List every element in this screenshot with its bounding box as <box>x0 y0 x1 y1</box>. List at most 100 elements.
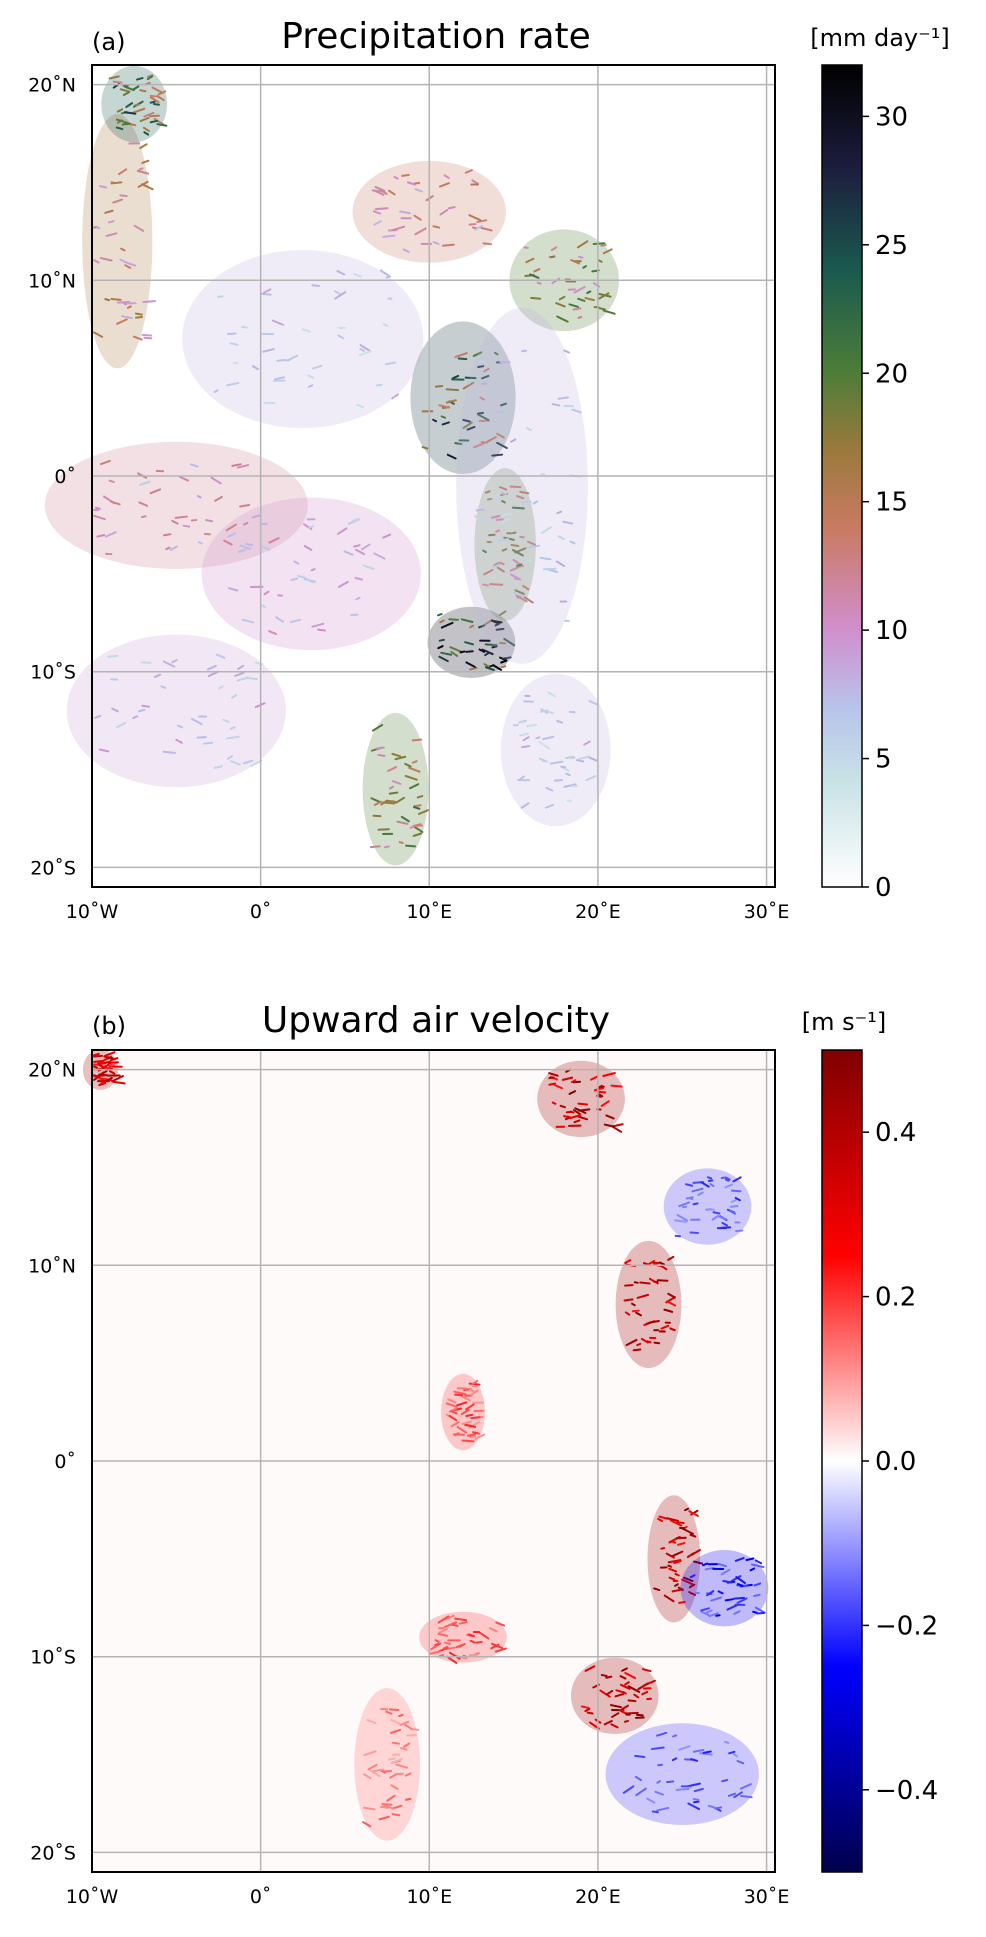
field-streak <box>563 349 571 354</box>
field-streak <box>631 1309 640 1313</box>
field-streak <box>521 349 528 353</box>
panel-label-a: (a) <box>92 28 125 56</box>
field-streak <box>462 418 471 423</box>
colorbar-tick-label: 0.4 <box>875 1118 916 1148</box>
field-streak <box>610 1723 619 1729</box>
field-streak <box>544 803 554 809</box>
colorbar-units-precipitation: [mm day⁻¹] <box>810 24 950 52</box>
field-streak <box>496 538 510 542</box>
field-streak <box>656 1806 670 1812</box>
field-streak <box>245 542 254 547</box>
field-streak <box>268 537 280 544</box>
field-streak <box>93 1074 101 1079</box>
field-streak <box>740 1795 753 1799</box>
field-streak <box>153 117 165 126</box>
field-streak <box>632 1348 642 1352</box>
field-streak <box>678 1745 691 1751</box>
colorbar-ticks-precipitation: 0 5 10 15 20 25 30 <box>862 102 908 903</box>
y-tick-label: 20˚S <box>30 1842 76 1864</box>
field-streak <box>117 168 128 176</box>
field-streak <box>358 350 372 357</box>
field-streak <box>389 1728 402 1734</box>
field-streak <box>162 660 176 668</box>
field-streak <box>139 116 150 123</box>
field-streak <box>653 1587 661 1592</box>
field-streak <box>480 226 493 232</box>
field-streak <box>525 427 532 432</box>
field-streak <box>109 1057 119 1062</box>
field-streak <box>215 653 226 659</box>
field-streak <box>635 1787 647 1797</box>
field-streak <box>169 545 178 552</box>
field-streak <box>396 820 409 825</box>
field-streak <box>363 1750 377 1757</box>
field-streak <box>709 1183 715 1188</box>
colorbar-tick-label: 15 <box>875 488 908 518</box>
field-streak <box>454 442 463 446</box>
field-streak <box>560 765 567 769</box>
field-streak <box>454 1617 468 1622</box>
field-streak <box>440 415 447 419</box>
field-streak <box>542 735 555 741</box>
field-streak <box>496 566 505 573</box>
field-streak <box>728 1750 736 1755</box>
field-streak <box>501 491 507 496</box>
field-streak <box>119 88 131 93</box>
field-streak <box>443 1621 456 1628</box>
field-streak <box>666 1300 677 1307</box>
field-streak <box>559 1104 566 1109</box>
field-streak <box>160 685 167 689</box>
field-streak <box>123 260 137 267</box>
field-streak <box>459 1394 471 1402</box>
map-frame-b <box>91 1049 776 1873</box>
field-streak <box>493 351 499 356</box>
field-streak <box>735 1229 744 1233</box>
field-streak <box>123 302 137 305</box>
field-streak <box>404 844 417 848</box>
field-streak <box>501 500 506 504</box>
field-patch <box>663 1168 752 1245</box>
field-streak <box>371 723 384 732</box>
field-streak <box>141 333 153 337</box>
field-streak <box>239 504 251 508</box>
map-frame-a <box>91 64 776 888</box>
field-streak <box>370 797 381 803</box>
field-streak <box>729 1210 737 1215</box>
colorbar-tick-label: 0.2 <box>875 1283 916 1313</box>
field-streak <box>438 182 450 188</box>
field-streak <box>468 214 482 222</box>
field-streak <box>585 775 597 782</box>
field-streak <box>486 497 493 501</box>
field-streak <box>477 365 485 368</box>
field-streak <box>136 169 150 175</box>
field-streak <box>553 1083 564 1090</box>
field-streak <box>121 122 131 126</box>
field-streak <box>484 490 491 494</box>
field-streak <box>561 766 570 772</box>
field-patch <box>82 113 153 369</box>
y-tick-labels-b: 20˚N 10˚N 0˚ 10˚S 20˚S <box>28 1060 76 1865</box>
field-streak <box>736 1759 745 1765</box>
field-streak <box>700 1610 710 1616</box>
field-streak <box>634 1775 643 1782</box>
field-streak <box>530 296 542 300</box>
field-streak <box>454 1393 464 1397</box>
field-streak <box>656 1780 661 1784</box>
field-streak <box>580 1705 590 1709</box>
field-streak <box>469 666 478 671</box>
field-streak <box>115 118 129 124</box>
field-streak <box>519 775 526 780</box>
field-streak <box>134 312 143 316</box>
field-streak <box>689 1533 697 1538</box>
field-streak <box>519 535 525 539</box>
field-streak <box>381 1802 393 1806</box>
field-streak <box>457 357 468 361</box>
field-patch <box>537 1060 625 1138</box>
field-streak <box>657 1517 664 1523</box>
field-streak <box>483 618 494 626</box>
field-streak <box>675 1536 687 1540</box>
field-streak <box>611 1712 620 1718</box>
field-streak <box>512 592 526 598</box>
field-streak <box>107 220 115 224</box>
field-streak <box>303 545 313 551</box>
